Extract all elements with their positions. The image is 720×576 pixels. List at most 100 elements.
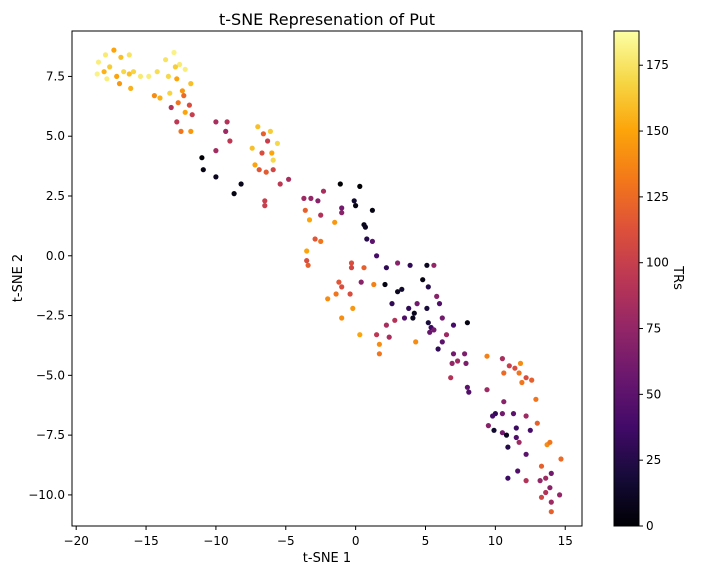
colorbar-tick-label: 0 [646,519,654,533]
scatter-point [171,49,177,56]
scatter-point [547,485,553,491]
scatter-point [286,176,292,182]
scatter-point [386,334,392,340]
scatter-point [439,315,445,321]
y-tick-label: 5.0 [46,129,65,143]
scatter-point [306,217,313,223]
scatter-point [267,128,273,134]
scatter-point [548,499,554,505]
scatter-point [188,81,194,87]
scatter-point [362,224,368,230]
scatter-point [464,384,470,390]
scatter-point [499,430,505,436]
y-tick-label: 2.5 [46,189,65,203]
scatter-point [505,475,511,481]
scatter-point [339,205,345,211]
scatter-point [262,203,268,209]
scatter-point [513,425,519,431]
scatter-point [371,281,377,288]
scatter-point [189,112,195,118]
scatter-point [558,456,564,462]
scatter-point [333,291,339,297]
scatter-point [304,258,310,264]
scatter-point [383,265,389,271]
scatter-point [263,169,269,175]
scatter-point [94,71,100,77]
scatter-point [304,248,310,254]
scatter-point [126,52,132,58]
scatter-point [533,396,539,402]
y-axis-ticks: −10.0 −7.5 −5.0 −2.5 0.0 2.5 5.0 7.5 [28,69,72,502]
scatter-point [543,475,549,481]
scatter-point [182,109,188,115]
scatter-point [339,315,345,321]
scatter-point [548,509,554,515]
colorbar-tick-label: 175 [646,58,669,72]
scatter-point [151,93,157,99]
scatter-point [186,102,192,108]
scatter-point [163,57,169,63]
scatter-point [464,320,470,326]
scatter-point [485,423,491,429]
scatter-point [395,289,401,295]
y-tick-label: −7.5 [36,428,65,442]
colorbar-tick-label: 75 [646,322,661,336]
scatter-point [516,439,522,445]
scatter-point [318,212,324,218]
scatter-point [547,439,553,445]
scatter-point [224,119,230,125]
scatter-point [436,301,443,307]
scatter-point [407,262,413,268]
scatter-point [252,162,258,168]
scatter-point [389,301,395,307]
scatter-point [262,198,268,204]
scatter-point [348,265,355,271]
colorbar-tick-label: 25 [646,453,661,467]
scatter-point [107,64,113,70]
y-axis-label: t-SNE 2 [11,254,26,302]
x-axis-label: t-SNE 1 [303,551,351,566]
scatter-point [174,119,180,125]
scatter-point [413,339,419,345]
y-tick-label: −10.0 [28,488,65,502]
scatter-point [374,332,380,338]
scatter-point [114,73,120,79]
scatter-point [431,262,437,268]
scatter-point [376,351,382,357]
scatter-point [369,207,375,213]
scatter-point [167,90,173,96]
scatter-point [484,353,490,359]
y-tick-label: −5.0 [36,368,65,382]
scatter-point [168,104,174,111]
scatter-point [357,183,363,189]
colorbar-label: TRs [670,265,685,290]
scatter-point [130,69,137,75]
scatter-point [270,157,276,163]
scatter-point [128,85,134,91]
scatter-point [95,59,102,65]
x-tick-label: −20 [64,534,89,548]
scatter-point [455,358,461,364]
scatter-point [434,293,440,299]
scatter-point [466,389,472,395]
scatter-point [529,377,535,383]
scatter-point [256,167,262,173]
scatter-point [101,69,107,75]
colorbar-tick-label: 125 [646,190,669,204]
scatter-point [431,327,437,333]
scatter-point [320,188,327,194]
scatter-point [308,195,314,201]
y-tick-label: 7.5 [46,69,65,83]
scatter-point [519,379,525,386]
scatter-point [448,375,454,381]
scatter-point [523,375,529,381]
scatter-point [249,145,255,151]
scatter-point [425,284,431,290]
scatter-point [336,279,342,285]
scatter-point [499,411,505,417]
scatter-point [223,128,229,134]
scatter-point [538,463,545,469]
scatter-point [513,434,519,441]
scatter-point [543,489,549,496]
